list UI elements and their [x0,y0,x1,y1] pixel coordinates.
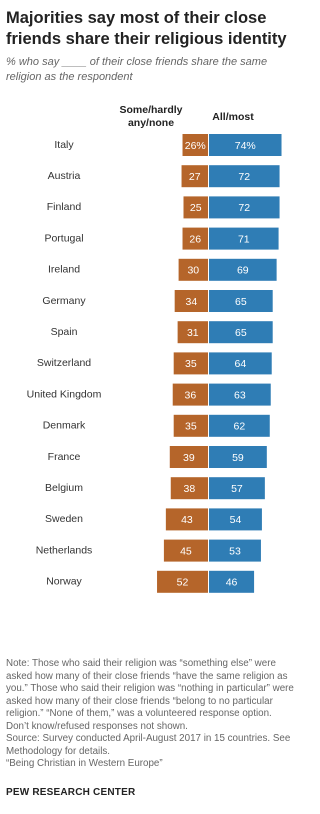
value-label: 26 [189,233,201,245]
note: Source: Survey conducted April-August 20… [6,733,291,757]
chart: Italy 26% 74% Austria 27 72 Finland 25 72 Portuga… [27,134,282,593]
bar [209,258,277,281]
bar [209,539,261,562]
value-label: 46 [226,577,238,589]
bar [209,446,267,468]
value-label: 31 [187,327,199,339]
bar [178,258,208,281]
bar [172,383,208,406]
category-label: United Kingdom [27,388,102,400]
note: “Being Christian in Western Europe” [6,758,163,769]
bar [209,414,270,437]
bar [209,570,255,593]
value-label: 39 [183,452,195,464]
category-label: Austria [48,170,81,182]
bar [209,477,265,500]
value-label: 38 [184,483,196,495]
bar [174,290,208,312]
bar [183,196,208,219]
bar [209,508,262,531]
category-label: France [48,451,81,463]
category-label: Sweden [45,513,83,525]
note: Don’t know/refused responses not shown. [6,720,188,732]
category-label: Spain [51,326,78,338]
value-label: 30 [187,265,199,277]
source-org: PEW RESEARCH CENTER [6,787,136,798]
bar [182,227,208,250]
bar [170,477,208,500]
value-label: 36 [185,389,197,401]
value-label: 72 [238,171,250,183]
value-label: 27 [189,171,201,183]
legend-entry: All/most [212,111,254,123]
category-label: Italy [54,139,74,151]
bar [173,352,208,375]
chart-subtitle: % who say ____ of their close friends sh… [6,56,268,83]
chart-title: Majorities say most of their close frien… [6,9,287,48]
notes: Note: Those who said their religion was … [6,658,304,771]
category-label: Germany [42,295,86,307]
note: Note: Those who said their religion was … [6,658,294,719]
value-label: 64 [235,358,247,370]
bar [157,570,208,593]
category-label: Finland [47,201,82,213]
value-label: 57 [231,483,243,495]
value-label: 65 [235,327,247,339]
value-label: 26% [185,140,206,152]
value-label: 74% [235,140,256,152]
value-label: 43 [181,514,193,526]
category-label: Denmark [43,420,86,432]
value-label: 25 [190,202,202,214]
value-label: 35 [185,358,197,370]
bar [163,539,208,562]
value-label: 65 [235,296,247,308]
value-label: 69 [237,265,249,277]
category-label: Belgium [45,482,83,494]
bar [209,165,280,188]
bar [169,446,208,468]
value-label: 53 [229,545,241,557]
bar [165,508,208,531]
page: {"chart_data": {"type": "diverging-bar",… [6,9,304,798]
category-label: Norway [46,576,82,588]
bar [209,196,280,219]
value-label: 59 [232,452,244,464]
value-label: 63 [234,389,246,401]
bar [177,321,208,344]
value-label: 52 [177,577,189,589]
bar [173,414,208,437]
value-label: 35 [185,421,197,433]
value-label: 72 [238,202,250,214]
value-label: 54 [230,514,242,526]
value-label: 62 [234,421,246,433]
category-label: Portugal [44,232,83,244]
bar [209,352,272,375]
bar [209,227,279,250]
bar [181,165,208,188]
bar [209,383,271,406]
bar [209,134,282,156]
bar [182,134,208,156]
category-label: Netherlands [36,544,93,556]
category-label: Switzerland [37,357,91,369]
value-label: 34 [185,296,197,308]
legend-entry: Some/hardly any/none [119,104,183,129]
bar [209,321,273,344]
bar [209,290,273,312]
value-label: 45 [180,545,192,557]
value-label: 71 [238,233,250,245]
category-label: Ireland [48,264,80,276]
